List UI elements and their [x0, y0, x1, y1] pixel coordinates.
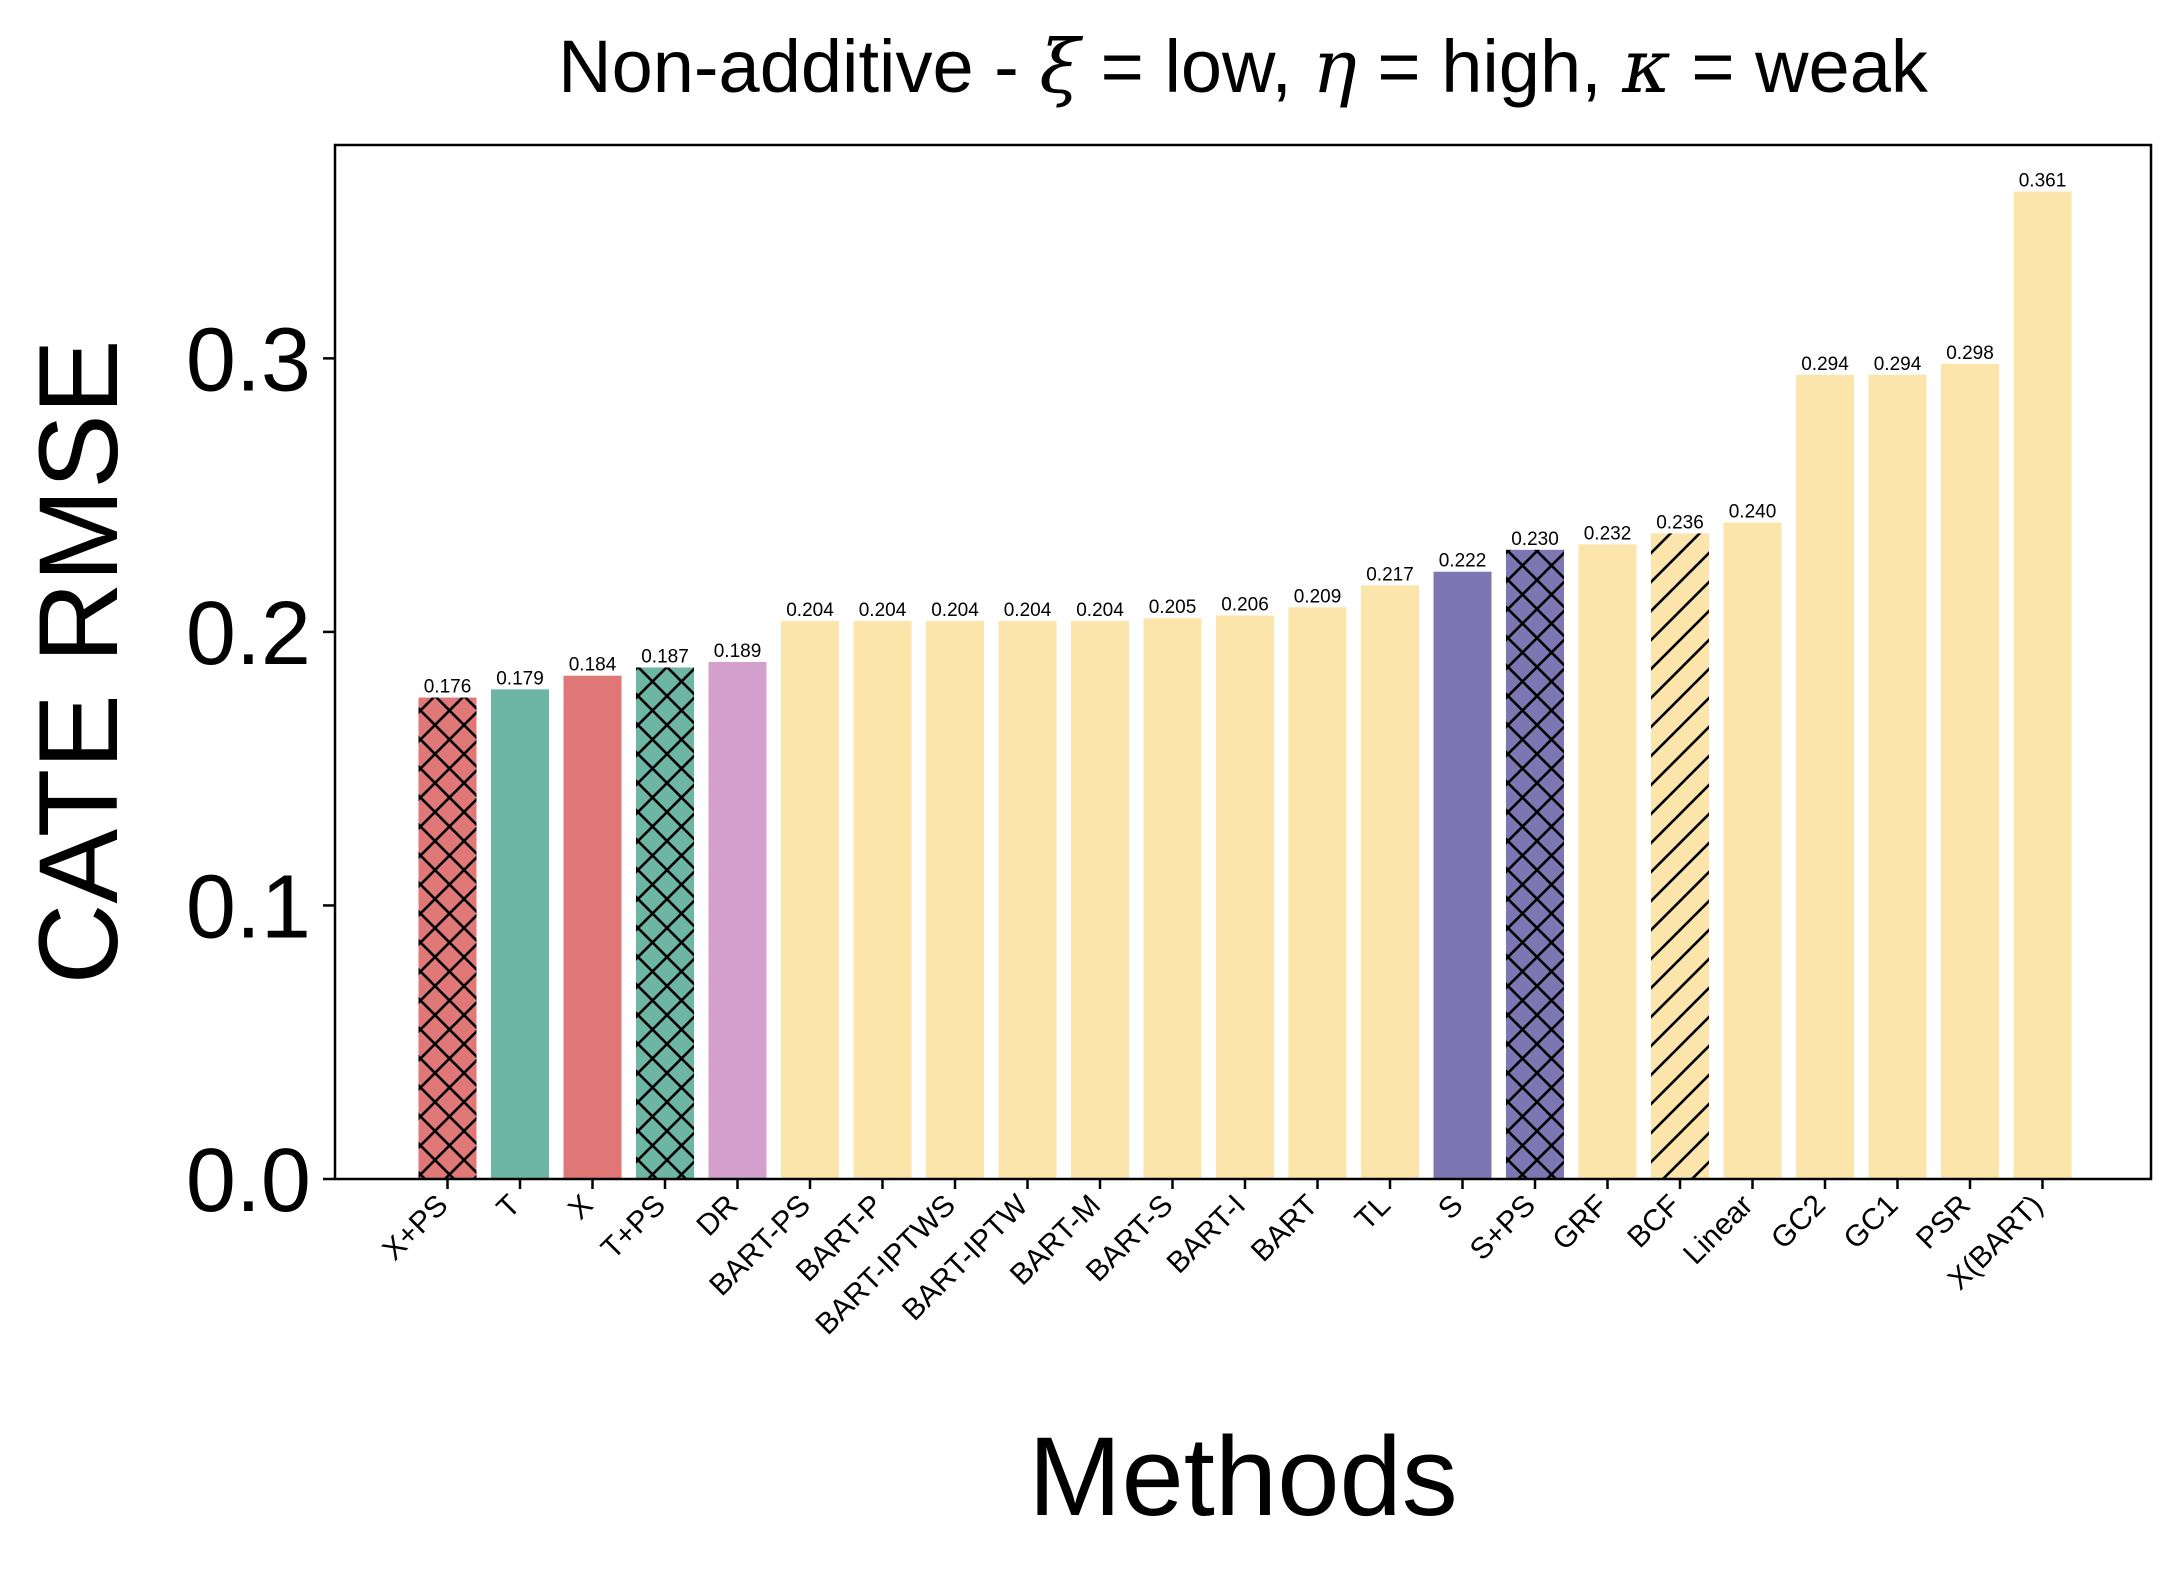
bars-group: 0.176 0.179 0.184 0.187 0.189 0.204 0.204 0.204…	[418, 171, 2072, 1180]
data-label-bart-iptw: 0.204	[1004, 600, 1052, 621]
x-axis-ticks: X+PS T XT+PS DRBART-PSBART-PBART-IPTWSBART-…	[376, 1179, 2049, 1341]
bar-hatch-s-ps	[1506, 549, 1564, 1179]
x-tick-label-s-ps: S+PS	[1464, 1189, 1542, 1267]
y-tick-label-0: 0.0	[186, 1131, 311, 1231]
data-label-linear: 0.240	[1729, 501, 1777, 522]
x-tick-label-gc2: GC2	[1765, 1189, 1832, 1256]
x-tick-label-bart-i: BART-I	[1161, 1189, 1252, 1280]
title-eta-symbol: η	[1313, 24, 1357, 110]
data-label-bart: 0.209	[1294, 586, 1342, 607]
bar-bart-m	[1071, 620, 1129, 1179]
bar-linear	[1723, 522, 1782, 1179]
bar-bart-i	[1216, 615, 1274, 1179]
bar-x	[563, 675, 622, 1179]
title-prefix: Non-additive -	[558, 25, 1039, 108]
data-label-bart-p: 0.204	[859, 600, 907, 621]
bar-bart-p	[853, 620, 912, 1179]
data-label-gc2: 0.294	[1801, 354, 1849, 375]
x-tick-label-tl: TL	[1349, 1189, 1397, 1237]
x-tick-label-dr: DR	[690, 1189, 744, 1243]
bar-s	[1433, 571, 1492, 1179]
data-label-s-ps: 0.230	[1511, 529, 1559, 550]
bar-dr	[708, 662, 767, 1179]
y-tick-label-2: 0.2	[186, 584, 311, 684]
data-label-tl: 0.217	[1366, 564, 1414, 585]
x-tick-label-t-ps: T+PS	[595, 1189, 672, 1266]
bar-hatch-t-ps	[636, 667, 694, 1179]
data-label-bart-m: 0.204	[1076, 600, 1124, 621]
data-label-bart-ps: 0.204	[786, 600, 834, 621]
title-kappa-symbol: κ	[1621, 24, 1671, 110]
x-tick-label-gc1: GC1	[1837, 1189, 1904, 1256]
x-tick-label-t: T	[491, 1189, 527, 1225]
x-tick-label-linear: Linear	[1677, 1189, 1759, 1271]
x-axis-label: Methods	[1028, 1414, 1458, 1539]
bar-bart-iptws	[926, 620, 984, 1179]
plot-frame	[333, 143, 2153, 1181]
title-xi-value: = low,	[1080, 25, 1312, 108]
y-tick-label-1: 0.1	[186, 857, 311, 957]
bar-bart-s	[1143, 618, 1202, 1179]
bar-bart	[1288, 607, 1347, 1179]
y-axis-label: CATE RMSE	[16, 339, 141, 984]
bar-psr	[1941, 363, 1999, 1180]
data-label-bart-s: 0.205	[1149, 597, 1197, 618]
data-label-psr: 0.298	[1946, 343, 1994, 364]
data-label-t-ps: 0.187	[641, 646, 689, 667]
data-label-bcf: 0.236	[1656, 512, 1704, 533]
data-label-x-bart: 0.361	[2019, 171, 2067, 192]
x-tick-label-s: S	[1432, 1189, 1469, 1226]
title-eta-value: = high,	[1357, 25, 1622, 108]
data-label-grf: 0.232	[1584, 523, 1632, 544]
bar-grf	[1578, 544, 1637, 1179]
data-label-bart-i: 0.206	[1221, 594, 1269, 615]
x-tick-label-x-ps: X+PS	[376, 1189, 454, 1267]
title-kappa-value: = weak	[1671, 25, 1929, 108]
bar-bart-ps	[781, 620, 839, 1179]
x-tick-label-psr: PSR	[1910, 1189, 1977, 1256]
bar-x-bart	[2013, 191, 2072, 1180]
data-label-t: 0.179	[496, 668, 544, 689]
bar-gc1	[1868, 374, 1927, 1179]
y-tick-label-3: 0.3	[186, 310, 311, 410]
data-label-x: 0.184	[569, 655, 617, 676]
bar-hatch-bcf	[1651, 533, 1709, 1179]
data-label-gc1: 0.294	[1874, 354, 1922, 375]
x-tick-label-bart: BART	[1245, 1189, 1325, 1269]
x-tick-label-grf: GRF	[1546, 1189, 1614, 1257]
bar-bart-iptw	[998, 620, 1057, 1179]
bar-t	[491, 689, 549, 1179]
data-label-x-ps: 0.176	[424, 677, 472, 698]
data-label-dr: 0.189	[714, 641, 762, 662]
bar-gc2	[1796, 374, 1854, 1179]
chart-title: Non-additive - ξ = low, η = high, κ = we…	[558, 24, 1929, 110]
data-label-bart-iptws: 0.204	[931, 600, 979, 621]
x-tick-label-x: X	[562, 1189, 599, 1226]
data-label-s: 0.222	[1439, 551, 1487, 572]
title-xi-symbol: ξ	[1039, 24, 1083, 110]
y-axis-ticks: 0.0 0.1 0.2 0.3	[186, 310, 335, 1231]
bar-hatch-x-ps	[418, 697, 477, 1179]
bar-tl	[1361, 585, 1419, 1179]
x-tick-label-bcf: BCF	[1621, 1189, 1687, 1255]
